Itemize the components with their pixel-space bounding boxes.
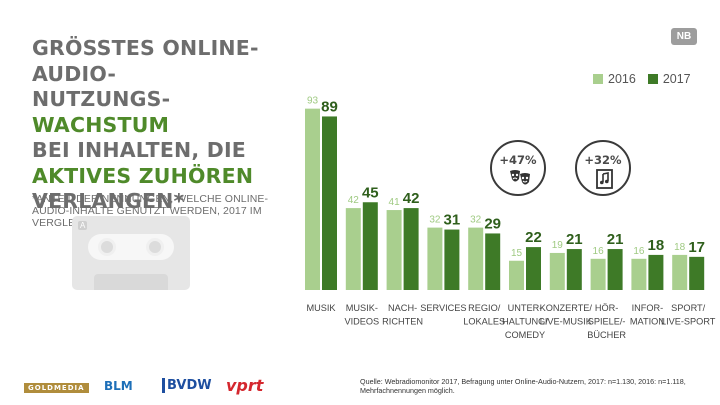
callout-unterhaltung: +47%	[490, 140, 546, 196]
vprt-logo: vprt	[226, 376, 264, 395]
value-label-2017-4: 29	[484, 215, 501, 232]
value-label-2017-2: 42	[403, 190, 420, 207]
bar-2016-5	[509, 260, 524, 290]
headline-line-5: VERLANGEN*	[32, 189, 185, 213]
headline-line-2: NUTZUNGS-WACHSTUM	[32, 87, 302, 138]
headline-line-2a: NUTZUNGS-	[32, 87, 170, 111]
value-label-2017-9: 17	[688, 239, 705, 256]
headline-line-1: GRÖSSTES ONLINE-AUDIO-	[32, 36, 259, 86]
bar-2017-9	[689, 256, 705, 290]
callout-percent-unterhaltung: +47%	[499, 153, 537, 167]
value-label-2016-1: 42	[348, 195, 360, 206]
category-label-6: KONZERTE/LIVE-MUSIK	[540, 303, 593, 327]
legend-item-2016: 2016	[593, 72, 636, 86]
callout-hoerspiele: +32%	[575, 140, 631, 196]
legend-item-2017: 2017	[647, 72, 691, 86]
callout-percent-hoerspiele: +32%	[584, 153, 622, 167]
bar-2017-0	[322, 116, 337, 290]
value-label-2016-4: 32	[470, 215, 482, 226]
headline-highlight-aktives-zuhoeren: AKTIVES ZUHÖREN	[32, 163, 254, 188]
value-label-2016-3: 32	[429, 215, 441, 226]
value-label-2016-9: 18	[674, 242, 686, 253]
legend-label-2016: 2016	[608, 72, 636, 86]
bar-2017-3	[444, 229, 460, 290]
chart-legend: 2016 2017	[593, 72, 691, 86]
value-label-2017-7: 21	[607, 231, 624, 248]
category-label-0: MUSIK	[306, 303, 336, 313]
bar-2016-8	[631, 258, 647, 290]
headline-line-3: BEI INHALTEN, DIE	[32, 138, 246, 162]
bar-2017-2	[403, 208, 419, 290]
bar-2017-1	[362, 202, 378, 290]
legend-swatch-2017	[647, 74, 658, 84]
value-label-2016-6: 19	[552, 240, 564, 251]
bar-2016-0	[305, 108, 320, 291]
value-label-2016-2: 41	[389, 197, 401, 208]
category-label-4: REGIO/LOKALES	[463, 303, 505, 327]
bar-2016-1	[345, 208, 361, 290]
value-label-2016-8: 16	[633, 246, 645, 257]
bar-2016-2	[386, 210, 402, 290]
bvdw-logo: BVDW	[162, 378, 212, 393]
value-label-2016-0: 93	[307, 96, 319, 107]
cassette-tape-icon: A	[72, 216, 190, 290]
blm-logo: BLM	[104, 379, 133, 393]
nb-badge: NB	[671, 28, 697, 45]
bar-2017-4	[485, 233, 501, 290]
value-label-2017-0: 89	[321, 98, 338, 115]
audiobook-icon	[596, 169, 613, 189]
value-label-2017-1: 45	[362, 184, 379, 201]
value-label-2016-7: 16	[593, 246, 605, 257]
bar-2016-3	[427, 227, 443, 290]
bar-2017-5	[526, 247, 541, 290]
bar-2017-6	[566, 249, 582, 290]
bar-2016-4	[468, 227, 484, 290]
value-label-2017-5: 22	[525, 229, 542, 246]
headline-highlight-wachstum: WACHSTUM	[32, 112, 170, 137]
category-label-8: INFOR-MATION	[630, 303, 665, 327]
bar-2016-6	[549, 252, 565, 290]
bar-2016-9	[672, 254, 688, 290]
bar-2017-8	[648, 254, 664, 290]
category-label-7: HÖR-SPIELE/-BÜCHER	[587, 303, 626, 340]
legend-label-2017: 2017	[662, 72, 691, 86]
category-label-5: UNTER-HALTUNG/COMEDY	[502, 303, 548, 340]
category-label-1: MUSIK-VIDEOS	[344, 303, 379, 327]
theater-masks-icon	[510, 170, 530, 185]
goldmedia-logo: GOLDMEDIA	[24, 383, 89, 393]
category-label-2: NACH-RICHTEN	[382, 303, 423, 327]
legend-swatch-2016	[593, 74, 603, 84]
value-label-2016-5: 15	[511, 248, 523, 259]
value-label-2017-3: 31	[444, 212, 461, 229]
category-label-9: SPORT/LIVE-SPORT	[661, 303, 716, 327]
value-label-2017-6: 21	[566, 231, 583, 248]
bar-2016-7	[590, 258, 606, 290]
source-note: Quelle: Webradiomonitor 2017, Befragung …	[360, 377, 686, 395]
headline: GRÖSSTES ONLINE-AUDIO- NUTZUNGS-WACHSTUM…	[32, 36, 302, 215]
value-label-2017-8: 18	[648, 237, 665, 254]
bar-2017-7	[607, 249, 623, 290]
category-label-3: SERVICES	[420, 303, 466, 313]
